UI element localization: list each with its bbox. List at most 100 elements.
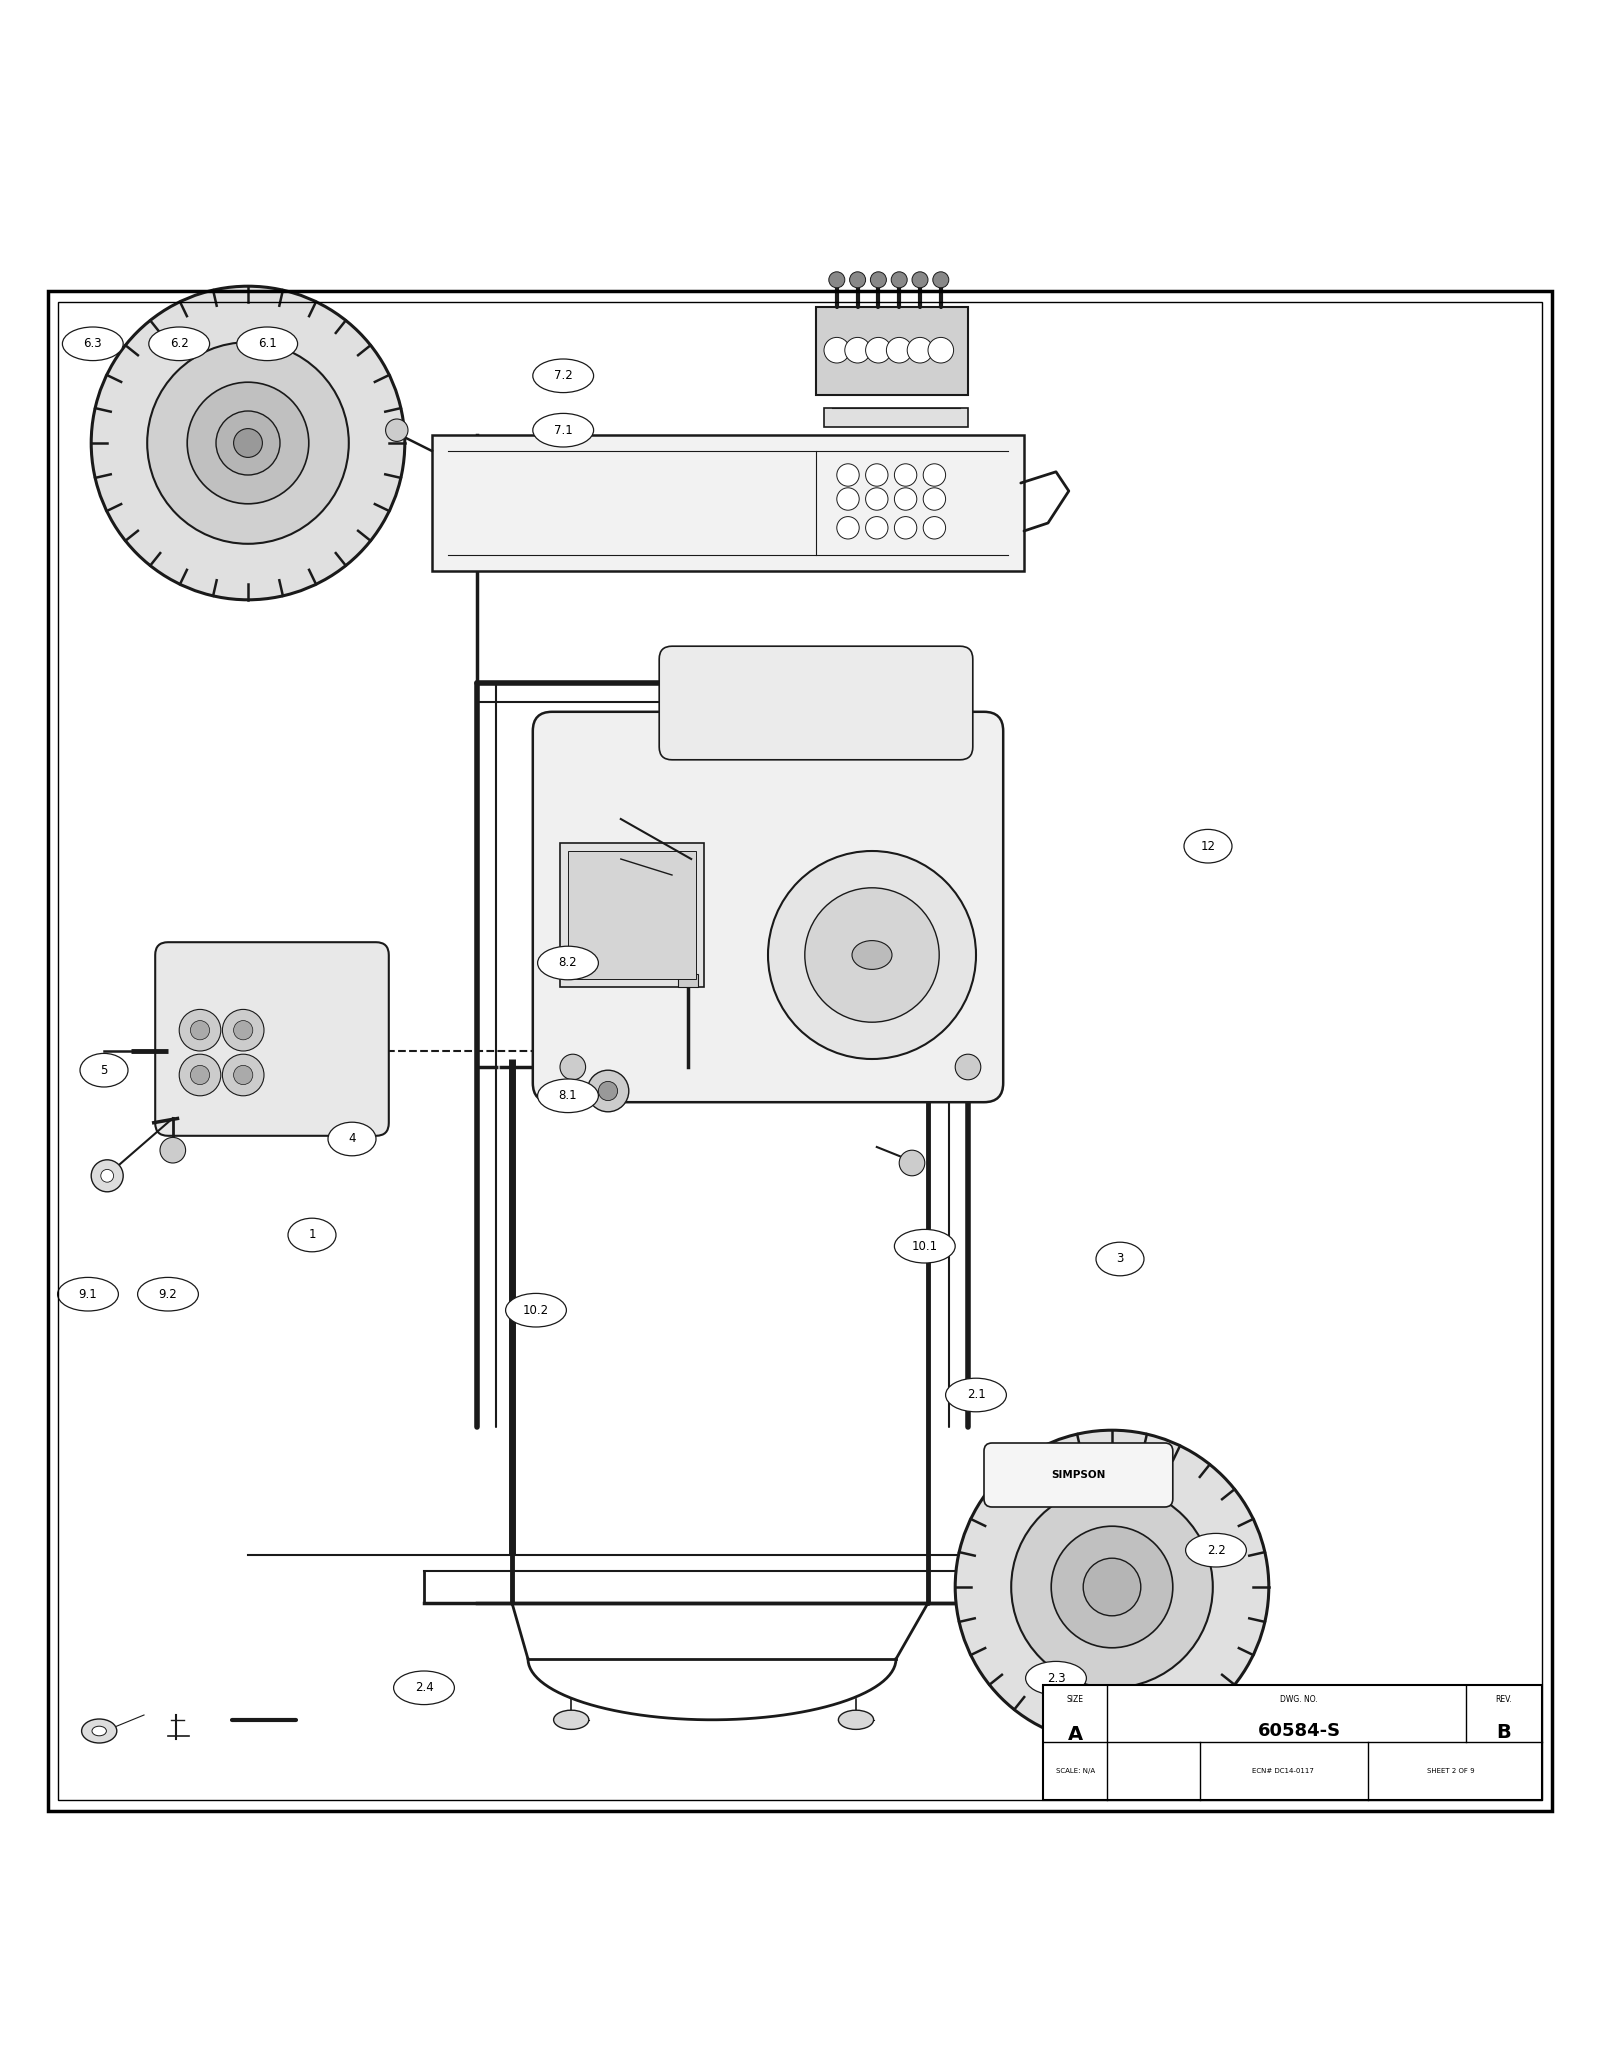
Circle shape bbox=[866, 489, 888, 509]
Circle shape bbox=[891, 271, 907, 288]
Circle shape bbox=[234, 428, 262, 457]
Ellipse shape bbox=[58, 1277, 118, 1310]
Circle shape bbox=[894, 464, 917, 486]
Text: REV.: REV. bbox=[1496, 1695, 1512, 1704]
Circle shape bbox=[234, 1066, 253, 1085]
Text: B: B bbox=[1496, 1724, 1512, 1743]
Ellipse shape bbox=[288, 1219, 336, 1252]
Circle shape bbox=[850, 271, 866, 288]
Ellipse shape bbox=[538, 946, 598, 979]
Ellipse shape bbox=[328, 1122, 376, 1155]
Ellipse shape bbox=[1186, 1534, 1246, 1567]
Ellipse shape bbox=[853, 940, 893, 969]
Bar bbox=[824, 408, 968, 426]
Circle shape bbox=[1051, 1526, 1173, 1648]
Text: 6.3: 6.3 bbox=[83, 337, 102, 350]
Circle shape bbox=[805, 888, 939, 1023]
Circle shape bbox=[955, 1054, 981, 1081]
Ellipse shape bbox=[838, 1710, 874, 1728]
Text: 4: 4 bbox=[349, 1132, 355, 1145]
Circle shape bbox=[928, 337, 954, 362]
FancyBboxPatch shape bbox=[533, 712, 1003, 1101]
Text: 5: 5 bbox=[101, 1064, 107, 1076]
Ellipse shape bbox=[93, 1726, 106, 1737]
Text: 60584-S: 60584-S bbox=[1258, 1722, 1341, 1739]
Text: SHEET 2 OF 9: SHEET 2 OF 9 bbox=[1427, 1768, 1475, 1774]
FancyBboxPatch shape bbox=[155, 942, 389, 1136]
Text: 10.1: 10.1 bbox=[912, 1240, 938, 1252]
Text: 7.1: 7.1 bbox=[554, 424, 573, 437]
Circle shape bbox=[91, 286, 405, 600]
Circle shape bbox=[222, 1054, 264, 1095]
Text: DWG. NO.: DWG. NO. bbox=[1280, 1695, 1318, 1704]
Ellipse shape bbox=[1026, 1662, 1086, 1695]
Ellipse shape bbox=[1045, 1757, 1093, 1791]
Circle shape bbox=[1011, 1486, 1213, 1687]
Circle shape bbox=[912, 271, 928, 288]
Bar bbox=[432, 435, 1024, 571]
Ellipse shape bbox=[894, 1230, 955, 1263]
Circle shape bbox=[160, 1136, 186, 1163]
Circle shape bbox=[933, 271, 949, 288]
Circle shape bbox=[845, 337, 870, 362]
Ellipse shape bbox=[62, 327, 123, 360]
Ellipse shape bbox=[80, 1054, 128, 1087]
Circle shape bbox=[560, 1054, 586, 1081]
Bar bbox=[678, 975, 698, 987]
Circle shape bbox=[768, 851, 976, 1060]
FancyBboxPatch shape bbox=[659, 646, 973, 760]
Circle shape bbox=[179, 1010, 221, 1052]
Text: SIZE: SIZE bbox=[1067, 1695, 1083, 1704]
Text: 3: 3 bbox=[1117, 1252, 1123, 1265]
Text: 2.1: 2.1 bbox=[966, 1389, 986, 1401]
Circle shape bbox=[91, 1159, 123, 1192]
Ellipse shape bbox=[533, 414, 594, 447]
Circle shape bbox=[837, 518, 859, 538]
Text: SCALE: N/A: SCALE: N/A bbox=[1056, 1768, 1094, 1774]
Text: 6.2: 6.2 bbox=[170, 337, 189, 350]
Circle shape bbox=[907, 337, 933, 362]
Text: 10.2: 10.2 bbox=[523, 1304, 549, 1317]
Ellipse shape bbox=[149, 327, 210, 360]
Text: 12: 12 bbox=[1200, 840, 1216, 853]
Circle shape bbox=[598, 1081, 618, 1101]
Text: A: A bbox=[1067, 1724, 1083, 1743]
Text: 9.1: 9.1 bbox=[78, 1288, 98, 1300]
Text: 6.1: 6.1 bbox=[258, 337, 277, 350]
Ellipse shape bbox=[1096, 1242, 1144, 1275]
Circle shape bbox=[824, 337, 850, 362]
Text: 8.1: 8.1 bbox=[558, 1089, 578, 1103]
Ellipse shape bbox=[1184, 830, 1232, 863]
Text: 2.3: 2.3 bbox=[1046, 1673, 1066, 1685]
Circle shape bbox=[587, 1070, 629, 1112]
Ellipse shape bbox=[138, 1277, 198, 1310]
Ellipse shape bbox=[237, 327, 298, 360]
Circle shape bbox=[147, 342, 349, 544]
Bar bbox=[560, 842, 704, 987]
Circle shape bbox=[886, 337, 912, 362]
Bar bbox=[1043, 1685, 1542, 1799]
Circle shape bbox=[234, 1021, 253, 1039]
Ellipse shape bbox=[394, 1670, 454, 1704]
Circle shape bbox=[866, 337, 891, 362]
Text: SIMPSON: SIMPSON bbox=[1051, 1470, 1106, 1480]
Text: 2.4: 2.4 bbox=[414, 1681, 434, 1695]
Circle shape bbox=[837, 489, 859, 509]
Ellipse shape bbox=[506, 1294, 566, 1327]
Circle shape bbox=[870, 271, 886, 288]
Text: ECN# DC14-0117: ECN# DC14-0117 bbox=[1253, 1768, 1314, 1774]
Bar bbox=[568, 851, 696, 979]
Text: 9.2: 9.2 bbox=[158, 1288, 178, 1300]
Text: 11: 11 bbox=[1061, 1768, 1077, 1780]
Ellipse shape bbox=[82, 1718, 117, 1743]
Circle shape bbox=[866, 464, 888, 486]
Circle shape bbox=[1083, 1559, 1141, 1617]
Ellipse shape bbox=[533, 358, 594, 393]
Circle shape bbox=[216, 412, 280, 474]
FancyBboxPatch shape bbox=[984, 1443, 1173, 1507]
Ellipse shape bbox=[554, 1710, 589, 1728]
Text: 7.2: 7.2 bbox=[554, 368, 573, 383]
Circle shape bbox=[923, 464, 946, 486]
Circle shape bbox=[955, 1430, 1269, 1743]
Circle shape bbox=[923, 518, 946, 538]
